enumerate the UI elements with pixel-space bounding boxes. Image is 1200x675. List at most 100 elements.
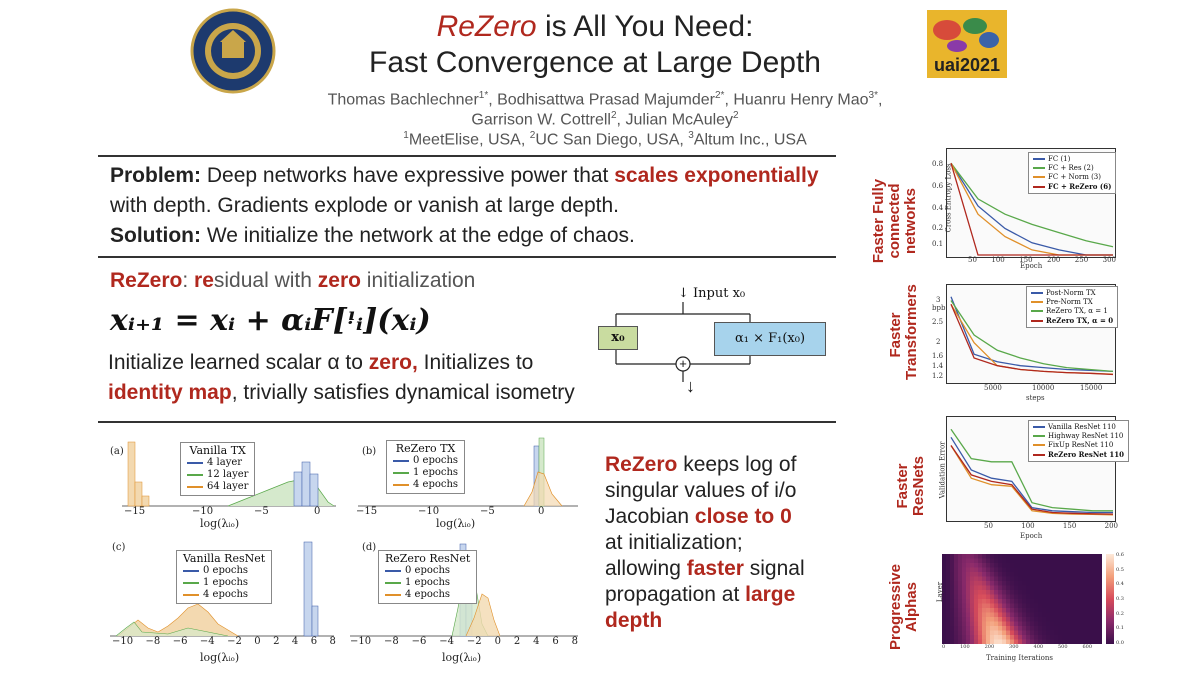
heatmap-cell — [1058, 563, 1063, 568]
heatmap-cell — [998, 608, 1003, 613]
heatmap-cell — [998, 585, 1003, 591]
heatmap-cell — [1002, 626, 1007, 631]
heatmap-cell — [958, 563, 963, 568]
heatmap-cell — [994, 590, 999, 595]
hist-panel-b: (b) ReZero TX 0 epochs 1 epochs 4 epochs… — [348, 432, 580, 520]
heatmap-cell — [946, 639, 951, 644]
hist-a-tick-3: −5 — [254, 506, 269, 517]
init-zero: zero, — [368, 351, 418, 374]
heatmap-cell — [1082, 554, 1087, 559]
heatmap-cell — [1050, 567, 1055, 573]
heatmap-cell — [1014, 581, 1019, 586]
heatmap-cell — [974, 612, 979, 618]
poster-title-line2: Fast Convergence at Large Depth — [369, 46, 821, 79]
heatmap-cell — [1046, 621, 1051, 627]
heatmap-cell — [1046, 581, 1051, 586]
heatmap-cell — [1090, 554, 1095, 559]
hist-panel-a: (a) Vanilla TX 4 layer 12 layer 64 layer… — [108, 432, 338, 520]
heatmap-cell — [1030, 621, 1035, 627]
heatmap-cell — [1014, 617, 1019, 622]
heatmap-cell — [1054, 639, 1059, 644]
heatmap-cell — [990, 594, 995, 600]
hist-a-legend: Vanilla TX 4 layer 12 layer 64 layer — [180, 442, 256, 496]
hist-d-tick: −6 — [411, 636, 427, 647]
chart-alphas-xtick: 500 — [1057, 644, 1068, 650]
heatmap-cell — [966, 599, 971, 604]
heatmap-cell — [1026, 563, 1031, 568]
heatmap-cell — [1058, 585, 1063, 591]
heatmap-cell — [950, 576, 955, 582]
heatmap-cell — [1034, 603, 1039, 609]
heatmap-cell — [970, 554, 975, 559]
chart-resnet-xtick: 100 — [1021, 522, 1035, 530]
heatmap-cell — [1026, 590, 1031, 595]
heatmap-cell — [1022, 603, 1027, 609]
chart-alphas-cbar-tick: 0.2 — [1116, 610, 1124, 617]
heatmap-cell — [1042, 612, 1047, 618]
heatmap-cell — [1006, 635, 1011, 640]
chart-tx-xlabel: steps — [1026, 394, 1045, 402]
chart-alphas-cbar-tick: 0.0 — [1116, 639, 1124, 646]
heatmap-cell — [946, 567, 951, 573]
chart-fc-legend-4: FC + ReZero (6) — [1033, 182, 1111, 191]
heatmap-cell — [1034, 599, 1039, 604]
heatmap-cell — [1086, 621, 1091, 627]
heatmap-cell — [1042, 581, 1047, 586]
init-text-b: Initializes to — [417, 351, 534, 374]
hist-b-tick-3: −5 — [480, 506, 495, 517]
chart-fc-ytick: 0.4 — [932, 204, 944, 212]
heatmap-cell — [982, 599, 987, 604]
heatmap-cell — [1078, 554, 1083, 559]
series-line-fc-res-2- — [950, 162, 1114, 248]
heatmap-cell — [1026, 567, 1031, 573]
heatmap-cell — [1006, 585, 1011, 591]
heatmap-cell — [1086, 630, 1091, 636]
heatmap-cell — [986, 594, 991, 600]
series-line-vanilla-resnet-110 — [950, 436, 1113, 514]
chart-resnet: Vanilla ResNet 110 Highway ResNet 110 Fi… — [928, 412, 1129, 542]
heatmap-cell — [1006, 603, 1011, 609]
heatmap-cell — [1070, 594, 1075, 600]
heatmap-cell — [1026, 608, 1031, 613]
heatmap-cell — [990, 563, 995, 568]
heatmap-cell — [978, 567, 983, 573]
heatmap-cell — [1070, 608, 1075, 613]
heatmap-cell — [950, 554, 955, 559]
heatmap-cell — [1090, 621, 1095, 627]
heatmap-cell — [974, 581, 979, 586]
heatmap-cell — [950, 626, 955, 631]
heatmap-cell — [986, 590, 991, 595]
heatmap-cell — [1034, 581, 1039, 586]
chart-fc-ytick: 0.6 — [932, 182, 944, 190]
heatmap-cell — [974, 594, 979, 600]
heatmap-cell — [1062, 608, 1067, 613]
chart-alphas-heatmap — [942, 554, 1102, 644]
heatmap-cell — [942, 626, 947, 631]
heatmap-cell — [1066, 630, 1071, 636]
university-seal-logo — [190, 8, 276, 94]
heatmap-cell — [1002, 635, 1007, 640]
heatmap-cell — [962, 576, 967, 582]
chart-alphas-cbar-tick: 0.6 — [1116, 552, 1124, 558]
heatmap-cell — [1058, 626, 1063, 631]
heatmap-cell — [1062, 585, 1067, 591]
rezero-description: Initialize learned scalar α to zero, Ini… — [108, 348, 598, 408]
heatmap-cell — [1070, 585, 1075, 591]
heatmap-cell — [994, 581, 999, 586]
hist-a-tick-4: 0 — [314, 506, 321, 517]
hist-d-legend-1: 0 epochs — [385, 565, 470, 577]
heatmap-cell — [974, 572, 979, 577]
heatmap-cell — [1002, 612, 1007, 618]
heatmap-cell — [970, 576, 975, 582]
heatmap-cell — [950, 594, 955, 600]
heatmap-cell — [958, 639, 963, 644]
heatmap-cell — [962, 563, 967, 568]
heatmap-cell — [962, 617, 967, 622]
heatmap-cell — [1014, 558, 1019, 564]
heatmap-cell — [1098, 554, 1102, 559]
heatmap-cell — [1002, 585, 1007, 591]
heatmap-cell — [994, 558, 999, 564]
chart-tx-ytick: 1.4 — [932, 362, 944, 370]
heatmap-cell — [962, 572, 967, 577]
hist-b-tick-2: −10 — [418, 506, 440, 517]
